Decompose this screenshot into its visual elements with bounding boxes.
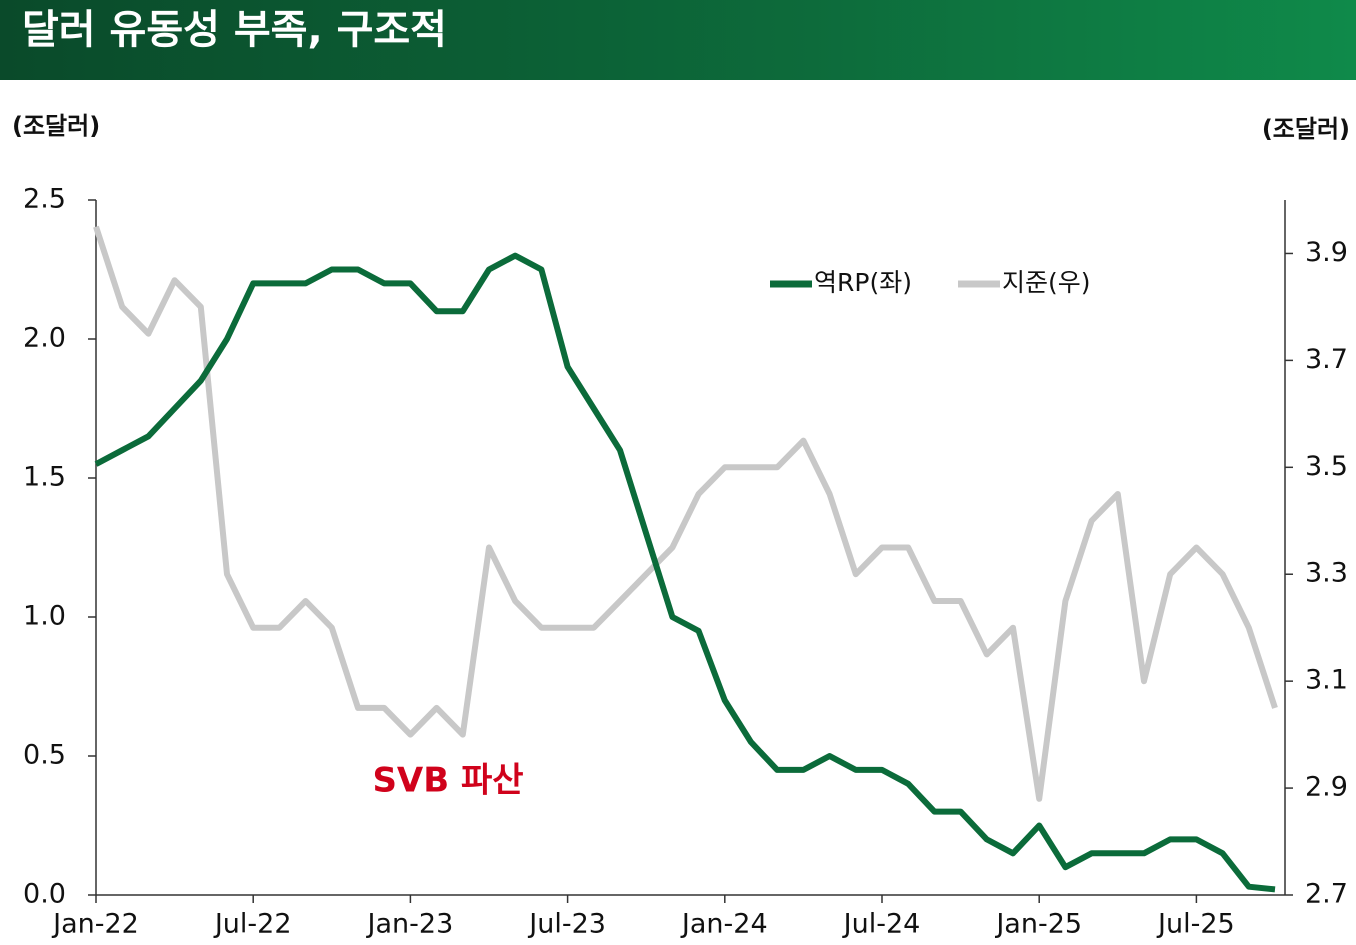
chart-title: 달러 유동성 부족, 구조적 (22, 7, 447, 53)
y2-axis-label: (조달러) (1262, 115, 1350, 143)
y-tick-label: 1.0 (23, 601, 66, 632)
x-tick-label: Jan-22 (51, 909, 139, 940)
header-bar (0, 0, 1356, 80)
x-tick-label: Jan-25 (994, 909, 1082, 940)
y2-tick-label: 3.9 (1305, 237, 1348, 268)
series-line (93, 225, 1278, 802)
x-tick-label: Jul-22 (213, 909, 292, 940)
y-tick-label: 2.0 (23, 323, 66, 354)
x-tick-label: Jul-23 (527, 909, 606, 940)
legend-label: 역RP(좌) (814, 268, 912, 297)
series-line (94, 252, 1276, 893)
y2-tick-label: 3.5 (1305, 451, 1348, 482)
y2-tick-label: 3.1 (1305, 665, 1348, 696)
y-tick-label: 0.5 (23, 740, 66, 771)
y2-tick-label: 3.7 (1305, 344, 1348, 375)
y2-tick-label: 2.7 (1305, 879, 1348, 910)
x-tick-label: Jan-23 (366, 909, 454, 940)
y-axis-label: (조달러) (12, 112, 100, 140)
annotation: SVB 파산 (372, 761, 523, 801)
x-tick-label: Jul-25 (1156, 909, 1235, 940)
legend-label: 지준(우) (1002, 268, 1091, 297)
y2-tick-label: 3.3 (1305, 558, 1348, 589)
y-tick-label: 1.5 (23, 462, 66, 493)
y-tick-label: 0.0 (23, 879, 66, 910)
x-tick-label: Jan-24 (680, 909, 768, 940)
y2-tick-label: 2.9 (1305, 772, 1348, 803)
y-tick-label: 2.5 (23, 184, 66, 215)
x-tick-label: Jul-24 (842, 909, 921, 940)
